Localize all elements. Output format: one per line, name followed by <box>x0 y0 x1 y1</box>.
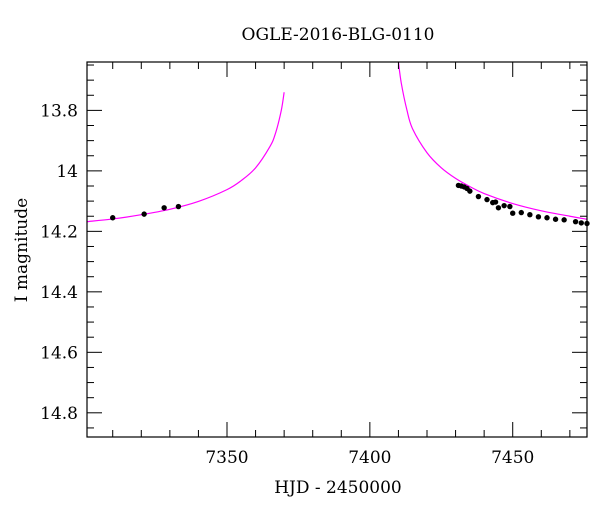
y-tick-label: 14.4 <box>40 283 78 303</box>
y-tick-label: 14.6 <box>40 343 78 363</box>
plot-frame <box>86 61 588 438</box>
data-point <box>475 193 482 200</box>
y-tick-label: 14.2 <box>40 222 78 242</box>
data-point <box>544 215 550 221</box>
x-tick-label: 7450 <box>491 448 534 468</box>
data-point <box>495 205 502 211</box>
data-point <box>572 218 579 225</box>
data-point <box>578 220 584 226</box>
data-point <box>492 199 499 205</box>
data-point <box>518 209 524 216</box>
data-point <box>141 211 147 217</box>
data-point <box>161 205 167 211</box>
data-point <box>561 217 567 223</box>
data-point <box>535 214 542 220</box>
y-tick-label: 14 <box>56 162 78 182</box>
data-point <box>501 202 507 209</box>
data-point <box>510 210 516 216</box>
x-tick-label: 7350 <box>205 448 248 468</box>
data-point <box>110 215 116 221</box>
y-tick-label: 13.8 <box>40 101 78 121</box>
model-curve <box>87 62 587 223</box>
x-tick-label: 7400 <box>348 448 391 468</box>
data-point <box>527 212 533 218</box>
data-point <box>175 203 182 210</box>
x-axis-label: HJD - 2450000 <box>274 478 402 498</box>
y-tick-label: 14.8 <box>40 404 78 424</box>
data-point <box>552 216 559 222</box>
data-point <box>467 188 473 194</box>
data-point <box>484 196 490 203</box>
plot-area: 7350 7400 7450 13.8 14 14.2 14.4 14.6 14.8 <box>40 61 590 468</box>
data-point <box>507 203 513 210</box>
chart-title: OGLE-2016-BLG-0110 <box>242 25 435 45</box>
y-axis-label: I magnitude <box>12 198 32 302</box>
